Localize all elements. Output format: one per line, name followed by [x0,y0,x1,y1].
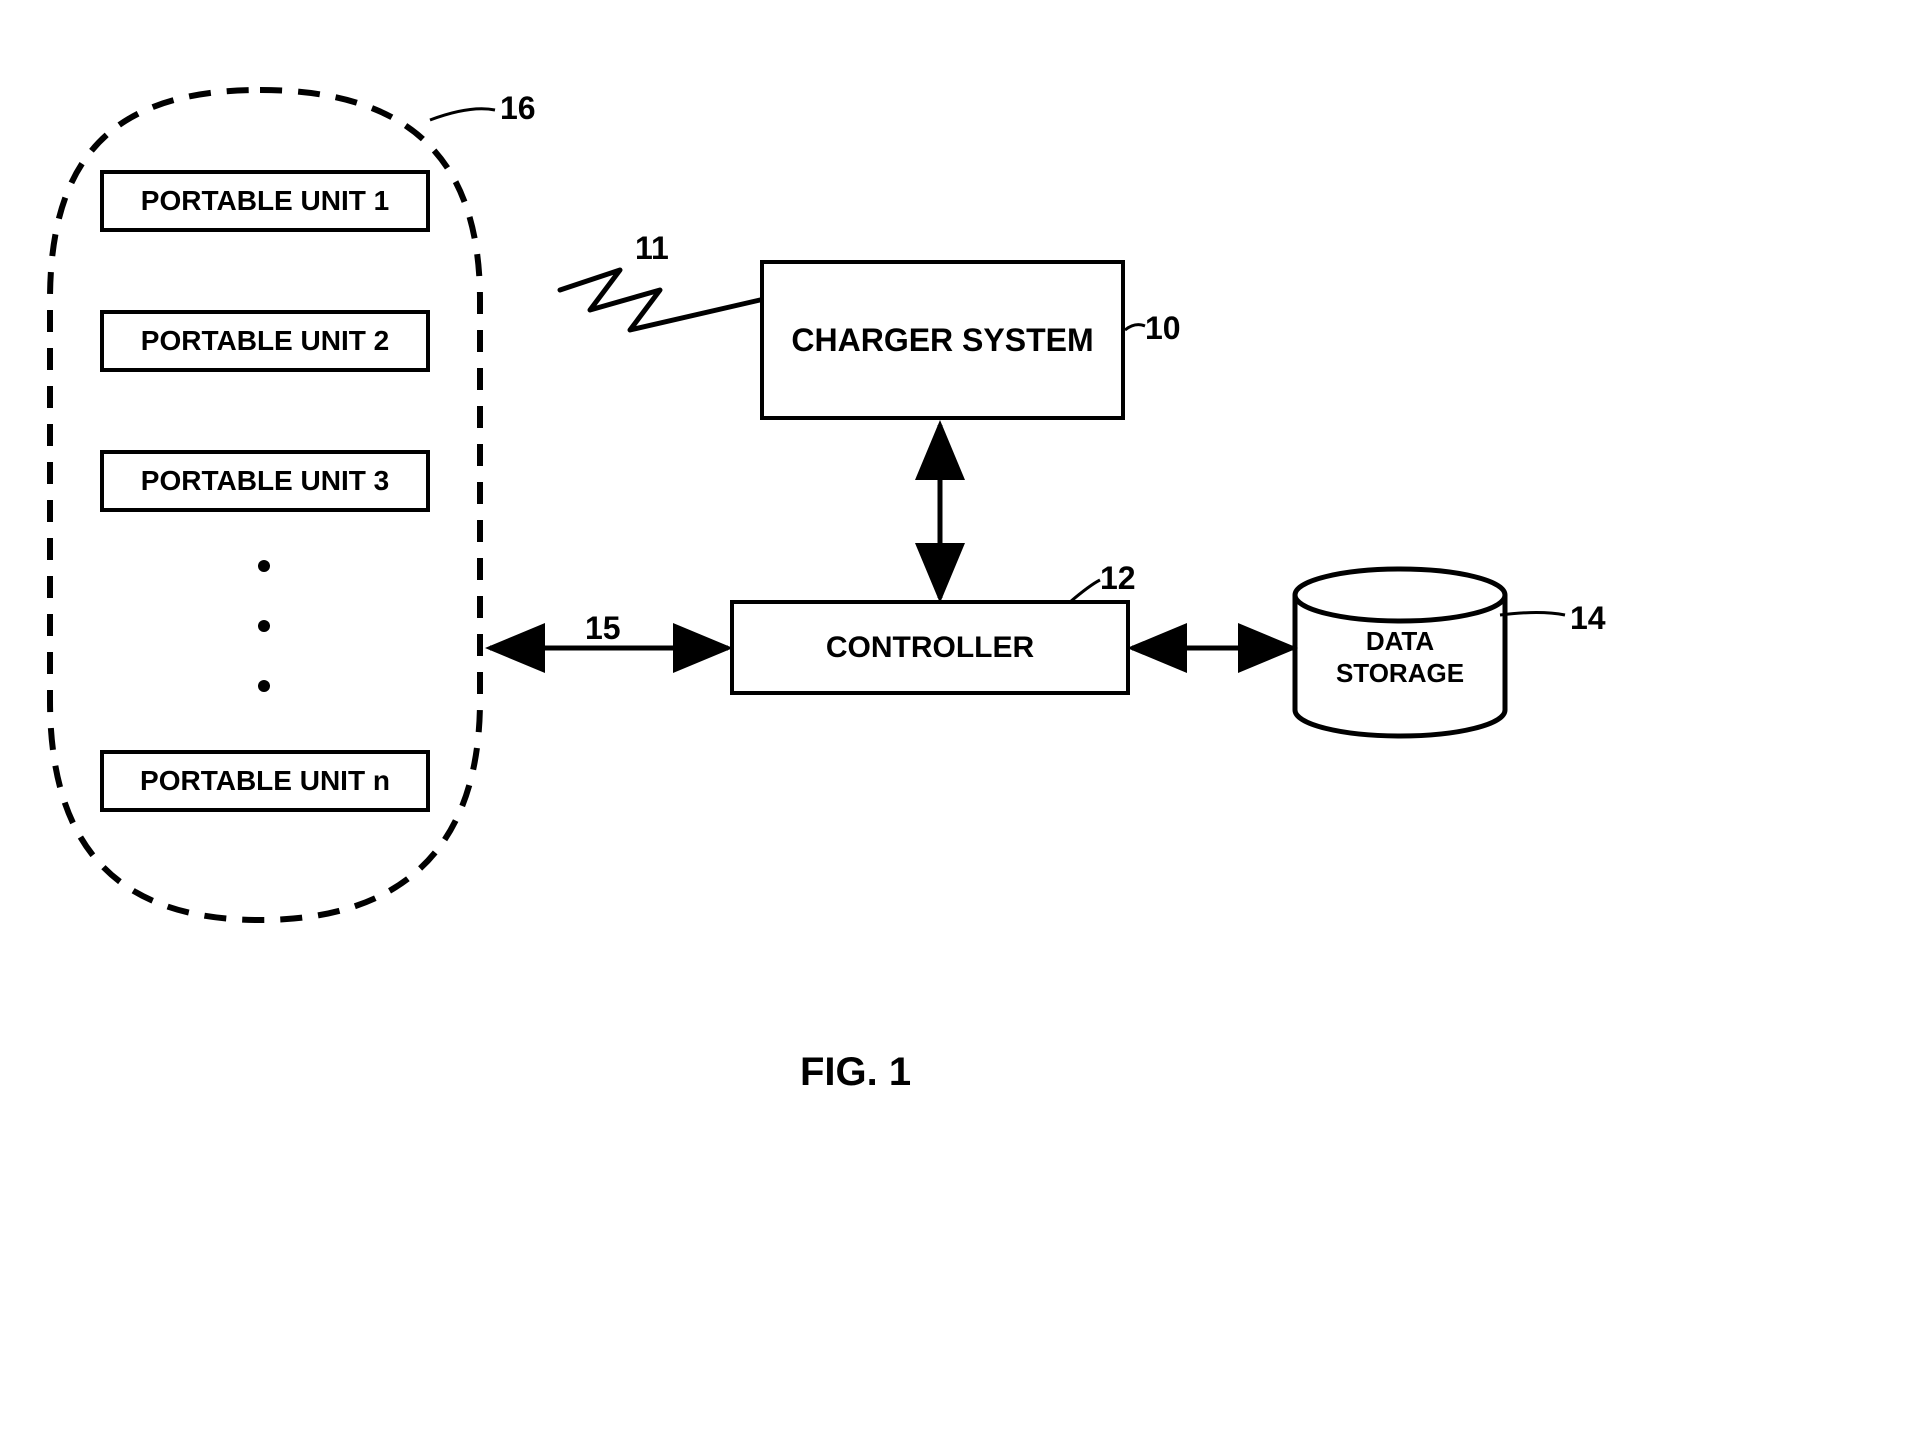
controller-box: CONTROLLER [730,600,1130,695]
ref-16-leader [430,109,495,120]
portable-unit-1-label: PORTABLE UNIT 1 [141,185,389,217]
ref-12-leader [1070,580,1100,602]
portable-unit-2-label: PORTABLE UNIT 2 [141,325,389,357]
data-storage-cylinder [1295,569,1505,736]
charger-system-box: CHARGER SYSTEM [760,260,1125,420]
ref-15: 15 [585,610,621,647]
ellipsis-dot [258,620,270,632]
portable-unit-1-box: PORTABLE UNIT 1 [100,170,430,232]
ref-10-leader [1125,325,1145,330]
portable-unit-3-box: PORTABLE UNIT 3 [100,450,430,512]
ref-12: 12 [1100,560,1136,597]
controller-label: CONTROLLER [826,631,1034,665]
ref-10: 10 [1145,310,1181,347]
ref-14-leader [1500,613,1565,616]
charger-system-label: CHARGER SYSTEM [791,321,1093,359]
ref-16: 16 [500,90,536,127]
ref-11: 11 [635,230,669,267]
figure-caption: FIG. 1 [800,1050,911,1095]
ellipsis-dot [258,560,270,572]
portable-unit-3-label: PORTABLE UNIT 3 [141,465,389,497]
portable-unit-n-box: PORTABLE UNIT n [100,750,430,812]
data-storage-label-line2: STORAGE [1336,658,1464,688]
data-storage-label-line1: DATA [1366,626,1435,656]
portable-unit-n-label: PORTABLE UNIT n [140,765,390,797]
ref-14: 14 [1570,600,1606,637]
portable-unit-2-box: PORTABLE UNIT 2 [100,310,430,372]
ellipsis-dot [258,680,270,692]
wireless-link-icon [560,270,760,330]
